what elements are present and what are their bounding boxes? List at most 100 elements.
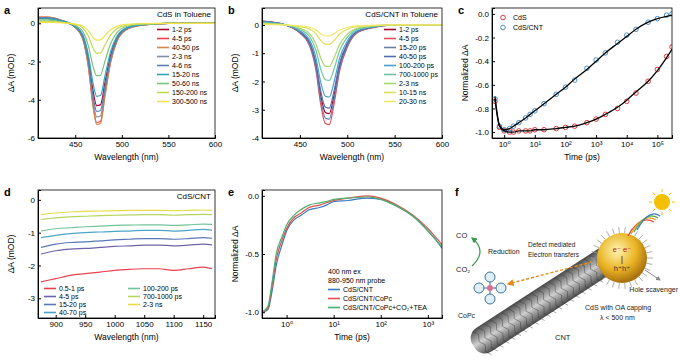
tick-label: 1100 [166,320,184,329]
tick-label: 1000 [106,320,124,329]
x-tick: 10¹ [530,135,542,149]
schematic: fe⁻ e⁻h⁺h⁺Hole scavengerCoPcDefect media… [455,186,679,360]
tick-label: 0.0 [248,192,260,201]
legend-label: 50-60 ns [172,80,200,87]
y-tick: -1.0 [245,308,265,317]
x-tick: 10⁴ [621,135,634,149]
tick-label: 1150 [195,320,213,329]
ligand [601,277,605,281]
axis-line [493,135,673,139]
diagram-label: Reduction [488,248,520,255]
ligand [592,263,598,264]
x-tick: 10³ [591,135,603,149]
reduction-arrow [472,238,480,266]
cnt-lattice [555,276,574,303]
annotation: 880-950 nm probe [328,277,385,285]
tick-label: -1 [252,49,260,58]
x-axis-title: Time (ps) [564,152,600,162]
x-tick: 550 [388,135,402,149]
tick-label: -4 [252,134,260,143]
tick-label: 0 [31,196,36,205]
y-tick: 0 [31,196,41,205]
diagram-label: λ < 500 nm [600,314,635,321]
legend-label: CdS [513,14,527,21]
cnt-lattice [543,284,562,311]
tick-mark [144,315,145,318]
electron-label: e⁻ e⁻ [613,245,631,254]
legend-label: 4-5 ps [399,35,419,43]
axis-line [263,9,266,139]
ligand [646,263,652,264]
tick-label: -2 [252,78,260,87]
legend-swatch [328,298,340,300]
x-axis-title: Wavelength (nm) [94,152,159,162]
tick-mark [492,38,495,39]
tick-mark [300,135,301,138]
y-tick: -0.2 [475,34,495,43]
y-tick: -6 [28,134,41,143]
ligand [639,235,643,239]
series-line [495,49,672,132]
tick-label: 600 [436,140,450,149]
tick-label: -3 [252,106,260,115]
series-line [262,196,442,312]
x-axis-title: Time (ps) [334,332,370,342]
series-line [38,21,215,53]
tick-label: -2 [28,262,36,271]
plot-frame [262,8,442,138]
ligand [607,280,610,285]
tick-mark [38,100,41,101]
x-tick: 500 [116,135,130,149]
plot-area [493,12,672,135]
x-tick: 10² [560,135,572,149]
tick-mark [565,135,566,138]
tick-label: 950 [79,320,93,329]
tick-label: 550 [388,140,402,149]
legend-label: 300-500 ns [172,98,208,105]
axis-line [39,191,42,319]
y-tick: 0 [255,21,265,30]
ligand [601,235,605,239]
tick-label: -1 [28,229,36,238]
annotation: 400 nm ex [328,268,361,275]
ligand [639,277,643,281]
sun [654,194,670,210]
series-line [262,23,442,81]
legend-label: CdS/CNT [513,24,544,31]
sun-ray [649,202,652,203]
ligand [624,283,626,289]
tick-mark [492,132,495,133]
cnt-lattice [549,280,568,307]
legend-swatch [384,29,396,31]
legend: CdS/CNTCdS/CNT/CoPcCdS/CNT/CoPc+CO₂+TEA [328,286,427,311]
legend-swatch [384,74,396,76]
cnt-lattice [484,322,503,349]
tick-label: 10⁵ [652,140,664,149]
tick-label: -6 [28,134,36,143]
y-tick: -0.6 [475,81,495,90]
legend-label: 10-15 ns [399,89,427,96]
tick-mark [492,108,495,109]
panel-label: f [455,186,459,198]
legend-swatch [157,56,169,58]
tick-mark [38,138,41,139]
y-tick: -2 [28,58,41,67]
ligand [594,268,599,270]
tick-mark [262,81,265,82]
legend: 1-2 ps4-5 ps15-20 ps40-50 ps100-200 ps70… [384,26,438,105]
sun-ray [672,202,675,203]
sun-ray [662,212,663,215]
tick-mark [262,110,265,111]
tick-label: 900 [50,320,64,329]
tick-mark [174,315,175,318]
cnt-lattice [525,295,544,322]
ligand [612,282,614,288]
legend: 1-2 ps4-5 ps40-50 ps2-3 ns4-6 ns15-20 ns… [157,26,208,105]
y-tick: -1 [252,49,265,58]
legend-swatch [157,101,169,103]
legend-label: 1-2 ps [399,26,419,34]
x-tick: 10³ [423,315,435,329]
y-tick: -0.4 [475,57,495,66]
legend-swatch [157,65,169,67]
legend-label: 100-200 ps [399,62,435,70]
